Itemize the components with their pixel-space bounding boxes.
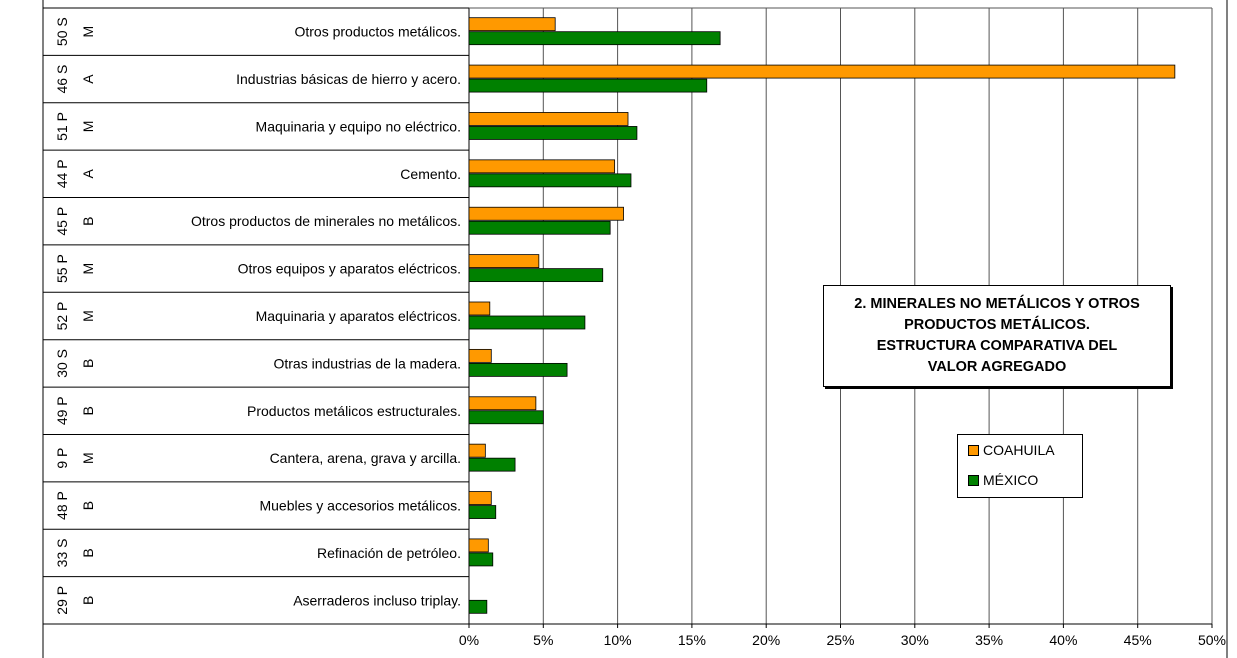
category-label: Muebles y accesorios metálicos.	[259, 498, 461, 514]
category-code: 50 S	[54, 17, 70, 46]
category-label: Cantera, arena, grava y arcilla.	[270, 450, 461, 466]
bar-mexico	[468, 362, 568, 377]
x-tick-label: 35%	[975, 632, 1003, 648]
category-label: Cemento.	[400, 166, 461, 182]
legend-label: MÉXICO	[983, 472, 1039, 488]
legend-swatch-mexico	[968, 474, 979, 486]
legend-item-mexico: MÉXICO	[968, 472, 1038, 488]
category-code: 29 P	[54, 586, 70, 615]
bar-mexico	[468, 173, 632, 188]
category-code: 45 P	[54, 207, 70, 236]
category-letter: M	[80, 263, 96, 275]
bar-coahuila	[468, 17, 556, 32]
x-tick-label: 10%	[604, 632, 632, 648]
category-label: Otros equipos y aparatos eléctricos.	[238, 261, 461, 277]
x-tick-label: 5%	[533, 632, 553, 648]
category-letter: B	[80, 406, 96, 415]
bar-mexico	[468, 505, 497, 519]
category-code: 55 P	[54, 254, 70, 283]
x-tick-label: 40%	[1049, 632, 1077, 648]
category-label: Aserraderos incluso triplay.	[293, 592, 461, 608]
category-letter: M	[80, 310, 96, 322]
category-letter: B	[80, 217, 96, 226]
chart-title-line: VALOR AGREGADO	[927, 359, 1067, 375]
bar-coahuila	[468, 491, 492, 505]
category-code: 30 S	[54, 349, 70, 378]
bar-coahuila	[468, 206, 624, 221]
category-code: 49 P	[54, 396, 70, 425]
legend-item-coahuila: COAHUILA	[968, 442, 1055, 458]
category-label: Maquinaria y equipo no eléctrico.	[256, 118, 461, 134]
chart-title-line: PRODUCTOS METÁLICOS.	[904, 317, 1090, 333]
category-letter: M	[80, 452, 96, 464]
bar-coahuila	[468, 159, 616, 174]
bar-mexico	[468, 31, 721, 46]
bar-coahuila	[468, 112, 629, 126]
bar-mexico	[468, 552, 494, 567]
category-code: 51 P	[54, 112, 70, 141]
category-label: Industrias básicas de hierro y acero.	[236, 71, 461, 87]
category-label: Refinación de petróleo.	[317, 545, 461, 561]
legend-swatch-coahuila	[968, 444, 979, 456]
legend: COAHUILA MÉXICO	[957, 434, 1083, 498]
bar-coahuila	[468, 64, 1176, 79]
bar-coahuila	[468, 348, 492, 363]
category-letter: B	[80, 548, 96, 557]
x-tick-label: 20%	[752, 632, 780, 648]
chart-title-line: ESTRUCTURA COMPARATIVA DEL	[876, 338, 1118, 354]
bar-mexico	[468, 410, 544, 425]
bar-mexico	[468, 78, 708, 93]
x-tick-label: 25%	[826, 632, 854, 648]
category-letter: M	[80, 121, 96, 133]
category-code: 44 P	[54, 159, 70, 188]
category-letter: B	[80, 501, 96, 510]
bar-coahuila	[468, 443, 486, 458]
category-letter: M	[80, 26, 96, 38]
category-code: 46 S	[54, 65, 70, 94]
legend-label: COAHUILA	[983, 442, 1055, 458]
bar-coahuila	[468, 396, 537, 411]
category-code: 33 S	[54, 539, 70, 568]
category-label: Productos metálicos estructurales.	[247, 403, 461, 419]
category-code: 52 P	[54, 302, 70, 331]
bar-coahuila	[468, 301, 491, 316]
bar-mexico	[468, 268, 604, 283]
x-tick-label: 15%	[678, 632, 706, 648]
x-tick-label: 30%	[901, 632, 929, 648]
category-code: 9 P	[54, 448, 70, 469]
category-letter: A	[80, 74, 96, 84]
category-label: Otros productos metálicos.	[294, 24, 461, 40]
category-label: Maquinaria y aparatos eléctricos.	[256, 308, 461, 324]
bar-mexico	[468, 315, 586, 330]
bar-coahuila	[468, 538, 489, 553]
x-tick-label: 45%	[1124, 632, 1152, 648]
category-code: 48 P	[54, 491, 70, 520]
x-tick-label: 0%	[459, 632, 479, 648]
bar-mexico	[468, 220, 611, 235]
category-letter: B	[80, 359, 96, 368]
x-tick-label: 50%	[1198, 632, 1226, 648]
bar-mexico	[468, 457, 516, 472]
bar-mexico	[468, 599, 488, 614]
category-label: Otros productos de minerales no metálico…	[191, 213, 461, 229]
category-letter: B	[80, 596, 96, 605]
bar-mexico	[468, 126, 638, 140]
category-label: Otras industrias de la madera.	[273, 355, 461, 371]
bar-coahuila	[468, 254, 540, 269]
chart-title-line: 2. MINERALES NO METÁLICOS Y OTROS	[854, 296, 1140, 312]
category-letter: A	[80, 169, 96, 179]
chart-title-box: 2. MINERALES NO METÁLICOS Y OTROS PRODUC…	[823, 285, 1171, 387]
